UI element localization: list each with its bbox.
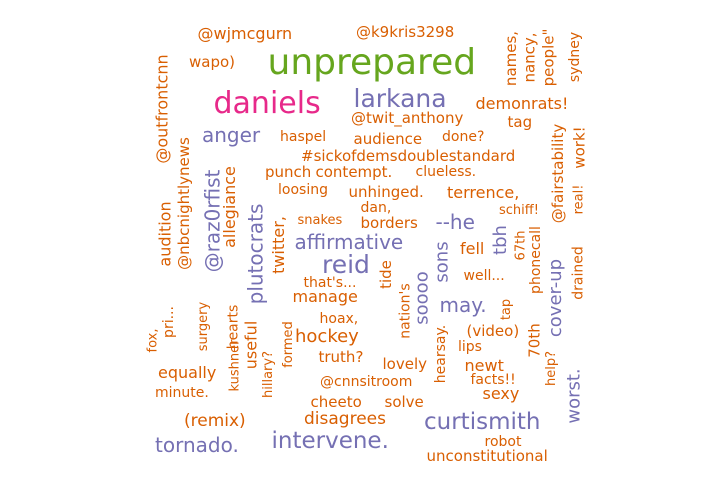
cloud-word: 67th	[513, 230, 529, 260]
cloud-word: dan,	[360, 200, 392, 216]
cloud-word: real!	[571, 184, 587, 214]
cloud-word: tap	[498, 298, 514, 320]
cloud-word: punch	[265, 162, 312, 181]
cloud-word: wapo)	[189, 52, 236, 71]
cloud-word: cover-up	[545, 258, 567, 338]
cloud-word: larkana	[353, 83, 447, 113]
cloud-word: phonecall	[527, 226, 544, 294]
cloud-word: drained	[570, 246, 587, 300]
cloud-word: schiff!	[499, 202, 539, 218]
cloud-word: @wjmcgurn	[197, 24, 293, 43]
cloud-word: equally	[158, 363, 217, 382]
cloud-word: hillary?	[260, 350, 276, 398]
cloud-word: disagrees	[304, 408, 386, 429]
cloud-word: unconstitutional	[426, 446, 548, 465]
cloud-word: allegiance	[219, 166, 239, 248]
cloud-word: cheeto	[310, 392, 362, 411]
cloud-word: pri...	[160, 306, 177, 338]
cloud-word: fell	[460, 239, 485, 258]
cloud-word: surgery	[195, 301, 211, 351]
cloud-word: newt	[464, 356, 504, 375]
cloud-word: anger	[202, 123, 261, 147]
cloud-word: @cnnsitroom	[320, 374, 413, 390]
cloud-word: sexy	[482, 384, 520, 403]
cloud-word: (remix)	[184, 410, 246, 431]
cloud-word: tide	[376, 259, 395, 289]
cloud-word: unhinged.	[348, 182, 424, 201]
cloud-word: twitter,	[268, 216, 288, 274]
cloud-word: tbh	[489, 225, 511, 255]
cloud-word: solve	[384, 392, 424, 411]
cloud-word: soooo	[411, 271, 433, 325]
cloud-word: done?	[442, 129, 485, 145]
cloud-word: help?	[543, 350, 559, 386]
cloud-word: @twit_anthony	[351, 108, 464, 127]
cloud-word: --he	[435, 210, 475, 234]
cloud-word: @nbcnightlynews	[174, 136, 193, 270]
cloud-word: plutocrats	[242, 203, 267, 305]
cloud-word: affirmative	[294, 230, 404, 254]
cloud-word: audition	[155, 201, 175, 267]
cloud-word: fox,	[145, 328, 161, 352]
cloud-word: curtismith	[424, 408, 541, 435]
cloud-word: unprepared	[267, 42, 477, 83]
cloud-word: @k9kris3298	[356, 22, 455, 41]
cloud-word: demonrats!	[475, 94, 569, 113]
cloud-word: sons	[431, 241, 453, 283]
cloud-word: hockey	[295, 326, 359, 347]
cloud-word: minute.	[155, 385, 209, 401]
cloud-word: kushner	[227, 339, 243, 391]
cloud-word: audience	[353, 129, 423, 148]
cloud-word: facts!!	[470, 372, 516, 388]
cloud-word: intervene.	[271, 427, 389, 454]
cloud-word: that's...	[303, 275, 357, 291]
cloud-word: borders	[360, 213, 418, 232]
cloud-word: tornado.	[155, 433, 239, 457]
cloud-word: haspel	[280, 129, 327, 145]
cloud-word: hoax,	[319, 311, 359, 327]
cloud-word: names,	[501, 30, 520, 86]
cloud-word: tag	[507, 112, 533, 131]
cloud-word: sydney	[567, 31, 584, 83]
cloud-word: clueless.	[415, 164, 477, 180]
cloud-word: truth?	[318, 347, 364, 366]
cloud-word: may.	[439, 293, 487, 317]
cloud-word: nancy,	[520, 31, 539, 83]
cloud-word: daniels	[213, 86, 321, 121]
cloud-word: terrence,	[447, 183, 520, 202]
cloud-word: robot	[484, 434, 522, 450]
cloud-word: hearsay.	[433, 324, 450, 384]
cloud-word: loosing	[278, 182, 328, 198]
cloud-word: reid	[322, 249, 370, 279]
cloud-word: @outfrontcnn	[152, 54, 172, 164]
cloud-word: nation's	[397, 283, 414, 339]
cloud-word: lips	[458, 339, 482, 355]
cloud-word: manage	[292, 287, 358, 306]
cloud-word: work!	[570, 125, 589, 169]
cloud-word: formed	[280, 320, 296, 368]
cloud-word: contempt.	[315, 162, 393, 181]
cloud-word: @fairstability	[548, 123, 567, 223]
cloud-word: lovely	[382, 354, 428, 373]
cloud-word: worst.	[563, 368, 585, 424]
cloud-word: #sickofdemsdoublestandard	[301, 146, 516, 165]
cloud-word: (video)	[466, 321, 520, 340]
cloud-word: well...	[463, 268, 505, 284]
cloud-word: 70th	[525, 322, 544, 358]
cloud-word: people"	[539, 28, 558, 86]
cloud-word: snakes	[297, 212, 343, 228]
cloud-word: useful	[240, 320, 260, 370]
